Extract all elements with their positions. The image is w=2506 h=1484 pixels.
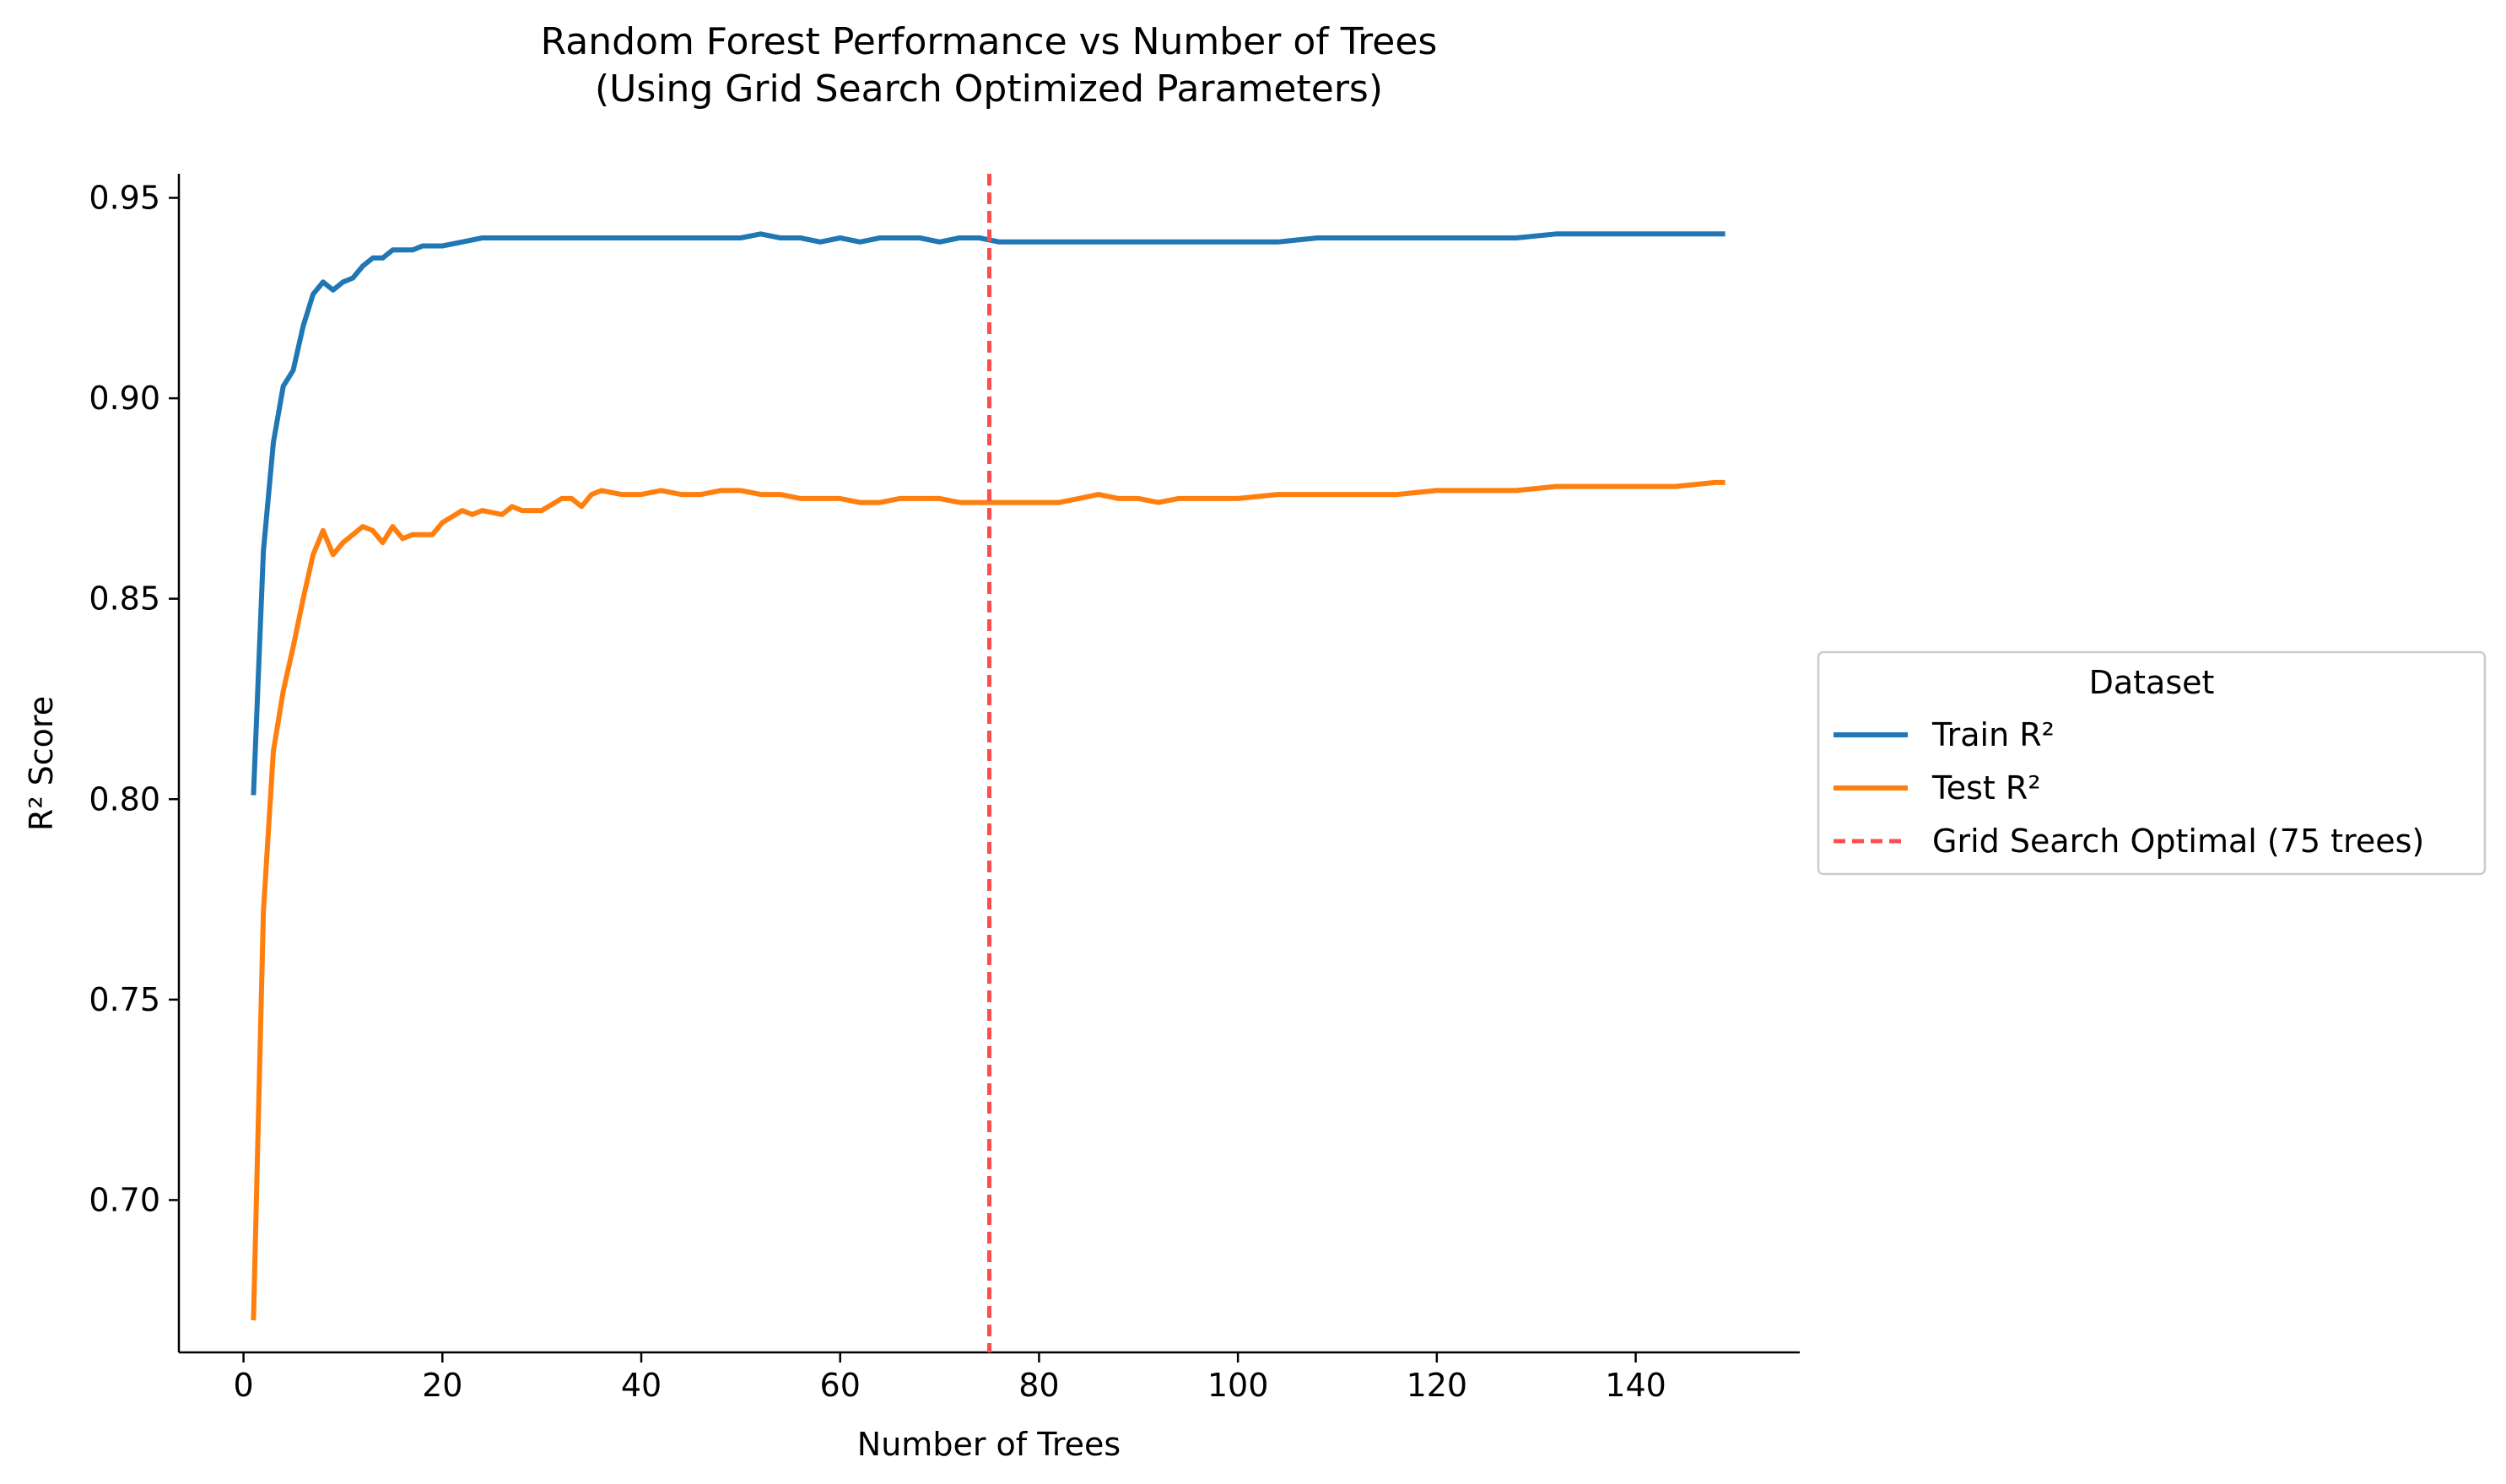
x-tick-label: 100 (1207, 1367, 1269, 1404)
x-tick-label: 80 (1018, 1367, 1059, 1404)
y-tick-label: 0.85 (89, 580, 160, 618)
x-tick-label: 120 (1407, 1367, 1468, 1404)
x-tick-label: 0 (234, 1367, 254, 1404)
y-tick-label: 0.80 (89, 780, 160, 818)
x-tick-label: 60 (820, 1367, 861, 1404)
y-tick-label: 0.70 (89, 1181, 160, 1218)
chart-subtitle: (Using Grid Search Optimized Parameters) (595, 67, 1383, 111)
plot-area (251, 174, 1726, 1352)
x-tick-label: 20 (422, 1367, 462, 1404)
x-axis-label: Number of Trees (857, 1426, 1121, 1463)
x-tick-label: 140 (1605, 1367, 1666, 1404)
y-tick-label: 0.90 (89, 380, 160, 417)
x-ticks: 0 20 40 60 80 100 120 140 (234, 1352, 1666, 1404)
legend: Dataset Train R² Test R² Grid Search Opt… (1817, 650, 2487, 876)
y-tick-label: 0.75 (89, 981, 160, 1018)
legend-label-test: Test R² (1931, 769, 2041, 807)
legend-label-train: Train R² (1931, 716, 2055, 753)
legend-box (1817, 650, 2487, 876)
legend-title: Dataset (2089, 664, 2215, 701)
chart-title: Random Forest Performance vs Number of T… (541, 20, 1438, 63)
x-tick-label: 40 (621, 1367, 662, 1404)
train-r2-line (251, 231, 1726, 796)
y-axis-label: R² Score (23, 696, 60, 831)
legend-label-optimal: Grid Search Optimal (75 trees) (1932, 823, 2424, 860)
y-ticks: 0.70 0.75 0.80 0.85 0.90 0.95 (89, 180, 179, 1218)
test-r2-line (251, 479, 1726, 1321)
y-tick-label: 0.95 (89, 180, 160, 217)
